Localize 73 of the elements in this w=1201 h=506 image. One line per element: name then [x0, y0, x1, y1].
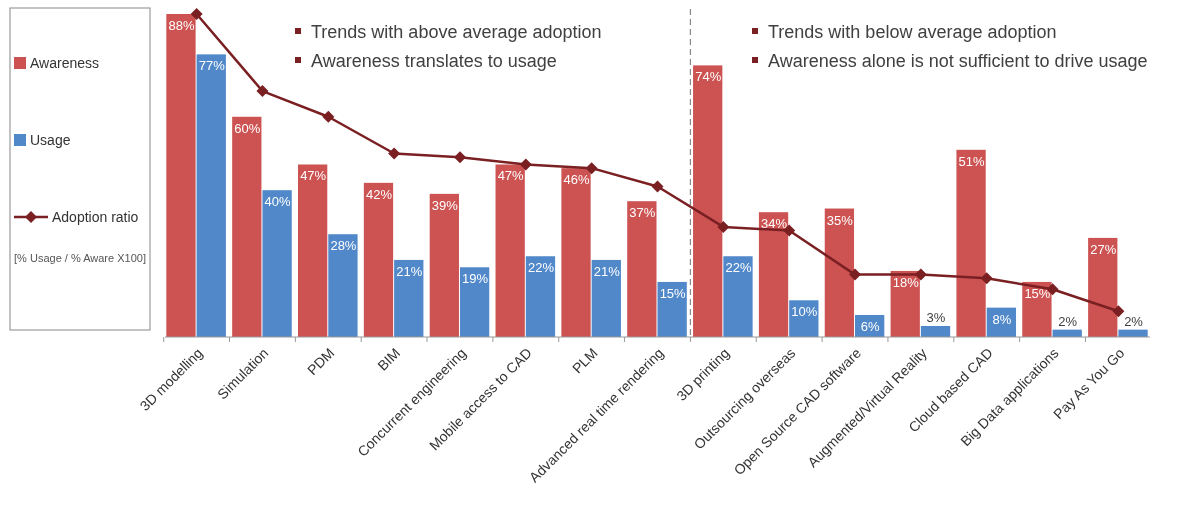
data-label: 47% [300, 168, 327, 184]
data-label: 22% [725, 260, 752, 276]
bar [459, 267, 490, 337]
data-label: 8% [992, 311, 1012, 327]
bar [363, 182, 394, 337]
data-label: 21% [396, 263, 423, 279]
data-label: 77% [198, 58, 226, 74]
point [388, 147, 401, 160]
point [849, 268, 862, 281]
point [453, 151, 466, 164]
point [651, 180, 664, 193]
data-label: 88% [168, 18, 195, 33]
data-label: 60% [234, 120, 261, 136]
bar [920, 325, 951, 337]
data-label: 51% [958, 153, 986, 169]
bar [394, 259, 424, 337]
point [980, 272, 993, 285]
point [519, 158, 532, 171]
x-tick-label: BIM [374, 344, 404, 374]
bar [298, 164, 328, 337]
point [585, 162, 598, 175]
data-label: 42% [365, 186, 393, 202]
bar [723, 256, 753, 337]
data-label: 3% [926, 309, 946, 325]
point [256, 85, 269, 98]
annotation: Awareness translates to usage [311, 51, 557, 71]
bar [956, 149, 986, 337]
data-label: 39% [431, 197, 459, 213]
data-label: 19% [462, 271, 489, 287]
bar [328, 234, 358, 337]
data-label: 15% [1024, 285, 1051, 301]
data-label: 22% [527, 260, 555, 276]
data-label: 2% [1124, 313, 1144, 329]
point [190, 8, 203, 20]
bar [561, 168, 591, 337]
bar [758, 212, 789, 337]
data-label: 6% [860, 318, 880, 334]
annotation: Awareness alone is not sufficient to drive usage [768, 51, 1148, 71]
bar [232, 116, 262, 337]
bar [262, 190, 292, 337]
annotation: Trends with below average adoption [768, 22, 1057, 42]
data-label: 27% [1090, 241, 1117, 257]
bar [525, 256, 556, 337]
bar [495, 164, 525, 337]
bar [591, 259, 621, 337]
bar [166, 14, 196, 337]
annotation: Trends with above average adoption [311, 22, 602, 42]
legend-label: Awareness [30, 55, 100, 71]
point [717, 220, 730, 233]
bar [693, 65, 723, 337]
bar [824, 208, 855, 337]
data-label: 21% [593, 263, 621, 279]
bar [429, 193, 459, 337]
data-label: 2% [1058, 313, 1078, 329]
data-label: 28% [330, 238, 357, 254]
data-label: 47% [497, 168, 525, 184]
data-label: 15% [659, 285, 687, 301]
data-label: 40% [264, 194, 292, 210]
text: [% Usage / % Aware X100] [14, 252, 146, 264]
bar [627, 201, 657, 337]
bar [1088, 237, 1118, 337]
legend-label: Adoption ratio [52, 209, 139, 225]
point [1112, 305, 1125, 318]
point [322, 110, 335, 123]
bar [196, 54, 226, 337]
data-label: 35% [826, 212, 854, 228]
data-label: 37% [629, 205, 656, 221]
data-label: 10% [791, 304, 818, 320]
data-label: 74% [695, 69, 722, 85]
legend-label: Usage [30, 132, 71, 148]
data-label: 46% [563, 172, 590, 188]
data-label: 34% [761, 216, 788, 232]
data-label: 18% [892, 274, 920, 290]
